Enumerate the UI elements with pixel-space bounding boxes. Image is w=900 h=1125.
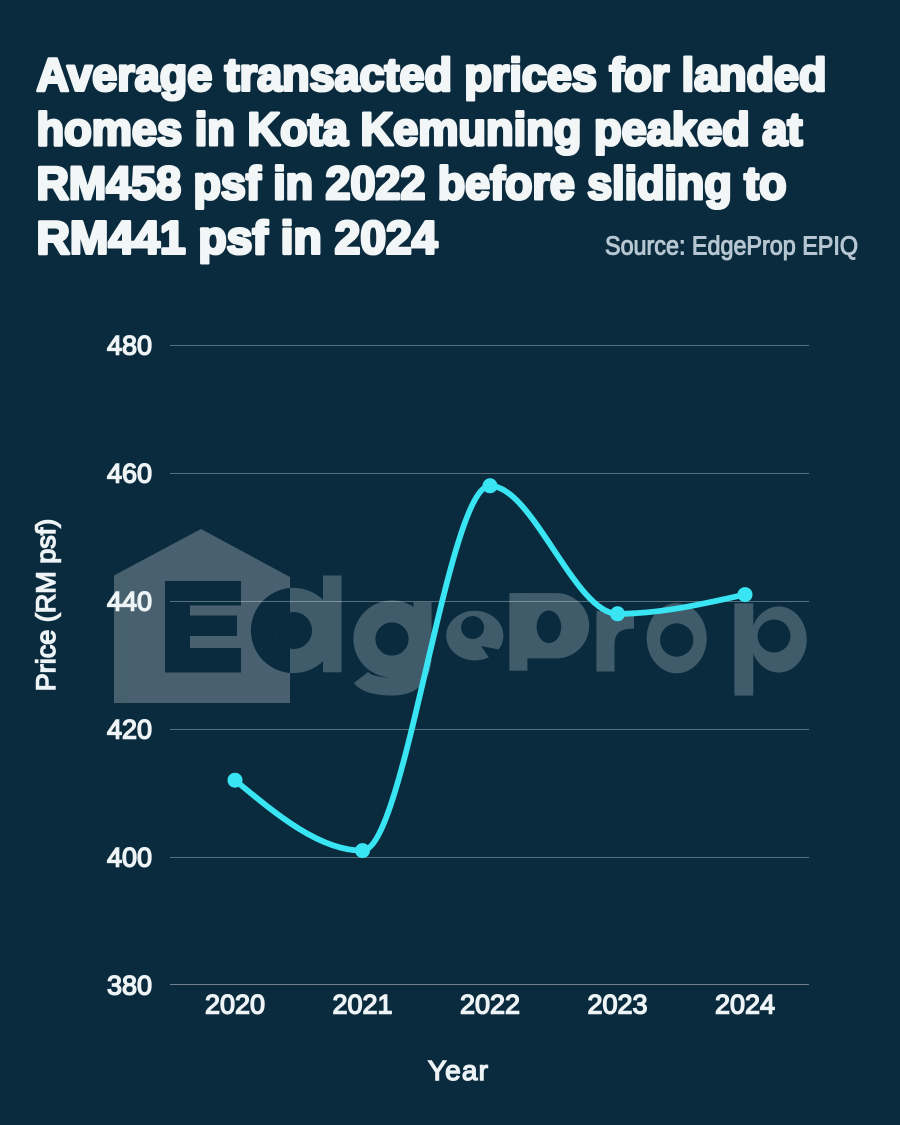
svg-text:460: 460	[107, 459, 152, 489]
svg-text:homes in Kota Kemuning peaked: homes in Kota Kemuning peaked at	[37, 103, 803, 155]
svg-text:380: 380	[107, 971, 152, 1001]
svg-text:2022: 2022	[460, 990, 520, 1020]
svg-text:2020: 2020	[205, 990, 265, 1020]
svg-text:420: 420	[107, 715, 152, 745]
svg-text:2023: 2023	[587, 990, 647, 1020]
svg-text:RM458 psf in 2022 before slidi: RM458 psf in 2022 before sliding to	[37, 157, 787, 209]
svg-text:Source: EdgeProp EPIQ: Source: EdgeProp EPIQ	[605, 232, 858, 260]
svg-text:2024: 2024	[715, 990, 775, 1020]
svg-text:400: 400	[107, 843, 152, 873]
svg-text:RM441 psf in 2024: RM441 psf in 2024	[37, 211, 438, 263]
svg-text:Average transacted prices for: Average transacted prices for landed	[37, 49, 827, 101]
svg-text:480: 480	[107, 331, 152, 361]
svg-text:2021: 2021	[332, 990, 392, 1020]
svg-text:Price (RM psf): Price (RM psf)	[31, 519, 61, 692]
svg-text:440: 440	[107, 587, 152, 617]
svg-text:Year: Year	[428, 1055, 489, 1086]
